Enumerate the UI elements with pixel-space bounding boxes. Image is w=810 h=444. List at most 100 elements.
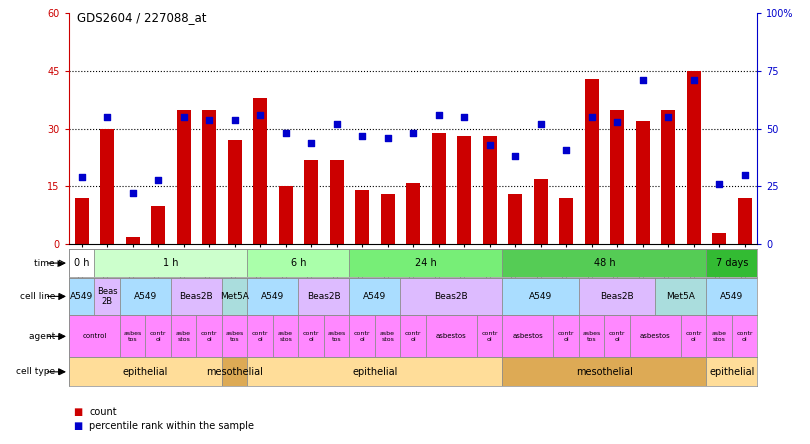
Bar [400, 278, 502, 315]
Bar [502, 278, 579, 315]
Text: A549: A549 [70, 292, 93, 301]
Bar [145, 315, 171, 357]
Bar [432, 133, 446, 244]
Bar [732, 315, 757, 357]
Text: 24 h: 24 h [415, 258, 437, 268]
Point [177, 114, 190, 121]
Bar [483, 136, 497, 244]
Bar [738, 198, 752, 244]
Text: Beas2B: Beas2B [307, 292, 341, 301]
Text: Beas2B: Beas2B [434, 292, 468, 301]
Text: contr
ol: contr ol [150, 331, 166, 342]
Bar [151, 206, 165, 244]
Bar [579, 278, 655, 315]
Text: A549: A549 [529, 292, 552, 301]
Text: asbe
stos: asbe stos [278, 331, 293, 342]
Text: contr
ol: contr ol [609, 331, 625, 342]
Text: epithelial: epithelial [352, 367, 398, 377]
Text: asbes
tos: asbes tos [582, 331, 601, 342]
Bar [553, 315, 579, 357]
Bar [177, 110, 190, 244]
Bar [196, 315, 222, 357]
Text: cell line ▶: cell line ▶ [19, 292, 65, 301]
Text: epithelial: epithelial [710, 367, 755, 377]
Bar [247, 315, 273, 357]
Bar [69, 278, 94, 315]
Bar [585, 79, 599, 244]
Bar [477, 315, 502, 357]
Text: cell type ▶: cell type ▶ [16, 367, 65, 377]
Bar [94, 249, 247, 278]
Bar [126, 237, 139, 244]
Bar [273, 315, 298, 357]
Text: percentile rank within the sample: percentile rank within the sample [89, 420, 254, 431]
Text: Met5A: Met5A [220, 292, 249, 301]
Text: time ▶: time ▶ [34, 258, 65, 268]
Bar [502, 357, 706, 386]
Point [458, 114, 471, 121]
Point [228, 116, 241, 123]
Point [738, 171, 751, 178]
Bar [636, 121, 650, 244]
Text: contr
ol: contr ol [736, 331, 752, 342]
Text: A549: A549 [720, 292, 744, 301]
Text: mesothelial: mesothelial [207, 367, 263, 377]
Bar [171, 278, 222, 315]
Point [356, 132, 369, 139]
Bar [400, 315, 426, 357]
Bar [534, 179, 548, 244]
Bar [298, 278, 349, 315]
Point [305, 139, 318, 146]
Text: asbes
tos: asbes tos [123, 331, 142, 342]
Point [687, 77, 700, 84]
Text: asbe
stos: asbe stos [380, 331, 395, 342]
Text: ■: ■ [73, 407, 82, 417]
Text: 6 h: 6 h [291, 258, 306, 268]
Text: 0 h: 0 h [74, 258, 89, 268]
Bar [228, 140, 241, 244]
Bar [349, 315, 375, 357]
Text: agent ▶: agent ▶ [29, 332, 65, 341]
Text: asbe
stos: asbe stos [176, 331, 191, 342]
Point [126, 190, 139, 197]
Bar [253, 98, 267, 244]
Text: 1 h: 1 h [163, 258, 178, 268]
Bar [349, 249, 502, 278]
Text: A549: A549 [363, 292, 386, 301]
Bar [706, 315, 732, 357]
Point [713, 181, 726, 188]
Bar [69, 249, 94, 278]
Bar [69, 357, 222, 386]
Text: 48 h: 48 h [594, 258, 615, 268]
Text: Beas2B: Beas2B [180, 292, 213, 301]
Bar [712, 233, 726, 244]
Bar [630, 315, 681, 357]
Bar [375, 315, 400, 357]
Text: asbe
stos: asbe stos [712, 331, 727, 342]
Bar [349, 278, 400, 315]
Text: contr
ol: contr ol [685, 331, 701, 342]
Bar [247, 357, 502, 386]
Text: contr
ol: contr ol [201, 331, 217, 342]
Text: GDS2604 / 227088_at: GDS2604 / 227088_at [77, 11, 207, 24]
Bar [381, 194, 394, 244]
Bar [202, 110, 216, 244]
Bar [298, 315, 324, 357]
Bar [120, 315, 145, 357]
Bar [222, 315, 247, 357]
Bar [655, 278, 706, 315]
Bar [120, 278, 171, 315]
Text: count: count [89, 407, 117, 417]
Bar [222, 278, 247, 315]
Bar [171, 315, 196, 357]
Point [75, 174, 88, 181]
Text: contr
ol: contr ol [405, 331, 421, 342]
Bar [579, 315, 604, 357]
Point [611, 118, 624, 125]
Bar [100, 129, 114, 244]
Bar [222, 357, 247, 386]
Bar [502, 249, 706, 278]
Text: A549: A549 [261, 292, 284, 301]
Bar [247, 278, 298, 315]
Bar [406, 182, 420, 244]
